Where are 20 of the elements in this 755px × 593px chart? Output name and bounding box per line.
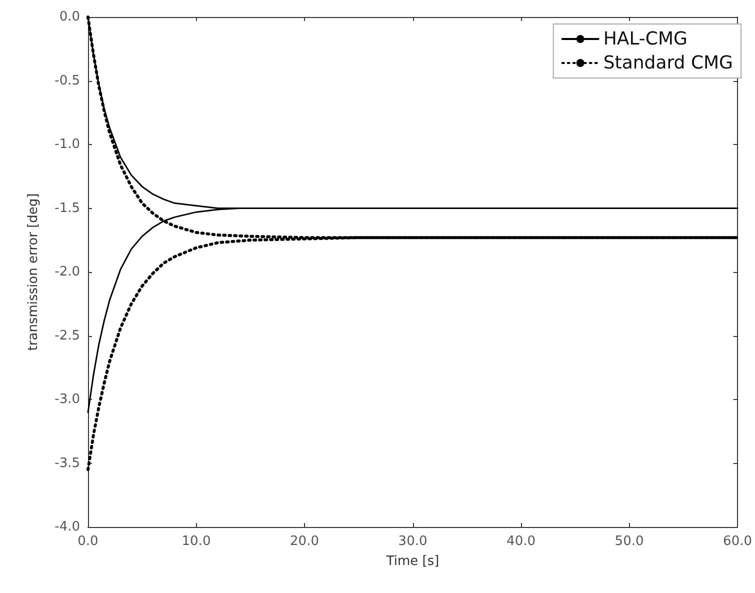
legend-label: HAL-CMG: [603, 28, 688, 50]
legend-label: Standard CMG: [603, 52, 733, 74]
x-tick-label: 60.0: [723, 534, 752, 549]
y-tick-label: -1.0: [54, 137, 80, 152]
y-tick-label: -2.5: [54, 328, 80, 344]
y-tick-label: -4.0: [54, 520, 80, 534]
x-tick-label: 40.0: [506, 534, 536, 549]
y-axis-title: transmission error [deg]: [26, 193, 41, 351]
y-tick-label: -3.0: [54, 392, 80, 407]
y-tick-label: -2.0: [54, 264, 80, 280]
y-tick-label: -0.5: [54, 73, 80, 88]
x-tick-label: 50.0: [614, 534, 644, 549]
x-tick-label: 20.0: [290, 534, 319, 549]
x-tick-label: 0.0: [78, 534, 98, 549]
x-tick-label: 30.0: [398, 534, 428, 549]
y-tick-label: -3.5: [54, 456, 80, 471]
x-axis-title: Time [s]: [385, 554, 440, 569]
x-tick-label: 10.0: [182, 534, 211, 549]
y-tick-label: -1.5: [54, 200, 80, 216]
y-tick-label: 0.0: [59, 10, 80, 24]
